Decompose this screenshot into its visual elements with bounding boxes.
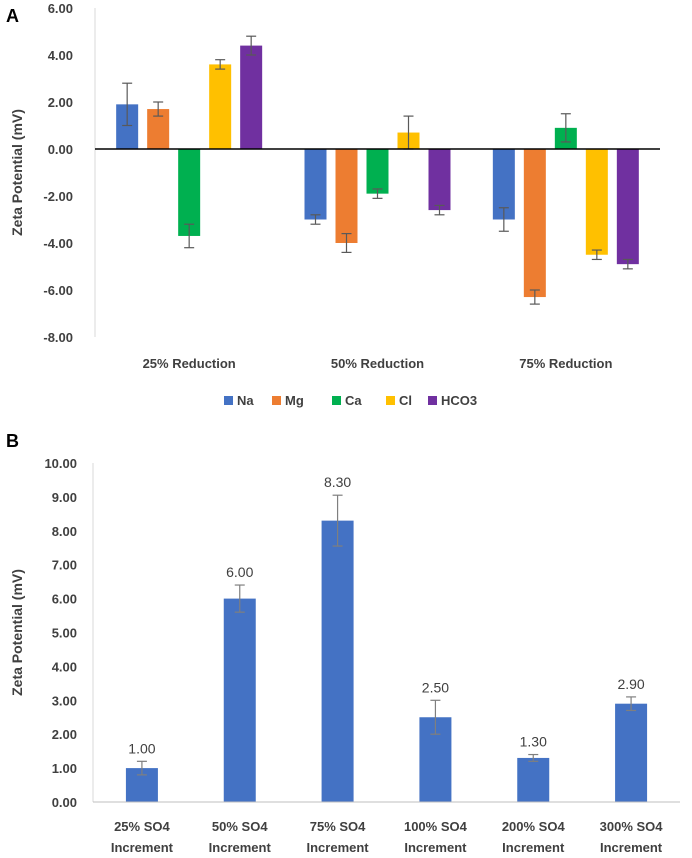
data-label: 1.30 [520,734,547,750]
panel-a-label: A [6,6,19,26]
y-tick-label: 7.00 [52,558,77,573]
y-axis-label: Zeta Potential (mV) [9,569,25,696]
legend-label-cl: Cl [399,393,412,408]
bar-na [304,149,327,220]
y-tick-label: 9.00 [52,490,77,505]
bar-hco3 [428,149,451,211]
y-axis-label: Zeta Potential (mV) [9,109,25,236]
legend-swatch-hco3 [428,396,437,405]
data-label: 2.50 [422,679,449,695]
bar [223,598,256,802]
bar-mg [147,109,170,149]
x-tick-label-line2: Increment [502,840,565,855]
bar-mg [523,149,546,298]
bar [615,703,648,802]
bar-na [492,149,515,220]
y-tick-label: 6.00 [52,592,77,607]
y-tick-label: 3.00 [52,693,77,708]
y-tick-label: -4.00 [43,236,73,251]
x-tick-label-line1: 100% SO4 [404,819,468,834]
y-tick-label: 5.00 [52,626,77,641]
bar-ca [178,149,201,236]
data-label: 6.00 [226,564,253,580]
x-tick-label: 25% Reduction [143,356,236,371]
y-tick-label: 8.00 [52,524,77,539]
legend-swatch-cl [386,396,395,405]
x-tick-label: 75% Reduction [519,356,612,371]
x-tick-label-line2: Increment [307,840,370,855]
bar-hco3 [616,149,639,265]
x-tick-label-line1: 200% SO4 [502,819,566,834]
bar-ca [366,149,389,194]
legend-label-ca: Ca [345,393,362,408]
bar [517,757,550,802]
y-tick-label: 10.00 [44,456,77,471]
data-label: 1.00 [128,740,155,756]
bar-na [116,104,139,149]
y-tick-label: 0.00 [52,795,77,810]
chart-b: 0.00 1.00 2.00 3.00 4.00 5.00 6.00 7.00 8.00 9.00… [9,456,680,855]
x-tick-label-line2: Increment [600,840,663,855]
y-tick-label: -6.00 [43,283,73,298]
legend-label-na: Na [237,393,254,408]
bar-mg [335,149,358,243]
y-tick-label: -8.00 [43,330,73,345]
data-label: 8.30 [324,474,351,490]
y-tick-label: -2.00 [43,189,73,204]
x-tick-label-line1: 50% SO4 [212,819,268,834]
data-label: 2.90 [617,676,644,692]
bar-hco3 [240,45,263,149]
y-tick-label: 4.00 [48,48,73,63]
bar-cl [585,149,608,255]
legend-swatch-mg [272,396,281,405]
legend-label-hco3: HCO3 [441,393,477,408]
x-tick-label-line1: 300% SO4 [600,819,664,834]
bar [321,520,354,802]
x-tick-label-line2: Increment [111,840,174,855]
chart-a: -8.00 -6.00 -4.00 -2.00 0.00 2.00 4.00 6.00 25% … [9,1,660,408]
x-tick-label-line2: Increment [209,840,272,855]
x-tick-label-line1: 25% SO4 [114,819,170,834]
y-tick-label: 4.00 [52,659,77,674]
legend-label-mg: Mg [285,393,304,408]
x-tick-label-line1: 75% SO4 [310,819,366,834]
bar-cl [209,64,232,149]
y-tick-label: 1.00 [52,761,77,776]
legend-swatch-na [224,396,233,405]
y-tick-label: 6.00 [48,1,73,16]
x-tick-label-line2: Increment [404,840,467,855]
legend-swatch-ca [332,396,341,405]
y-tick-label: 2.00 [48,95,73,110]
panel-b-label: B [6,431,19,451]
y-tick-label: 0.00 [48,142,73,157]
x-tick-label: 50% Reduction [331,356,424,371]
y-tick-label: 2.00 [52,727,77,742]
